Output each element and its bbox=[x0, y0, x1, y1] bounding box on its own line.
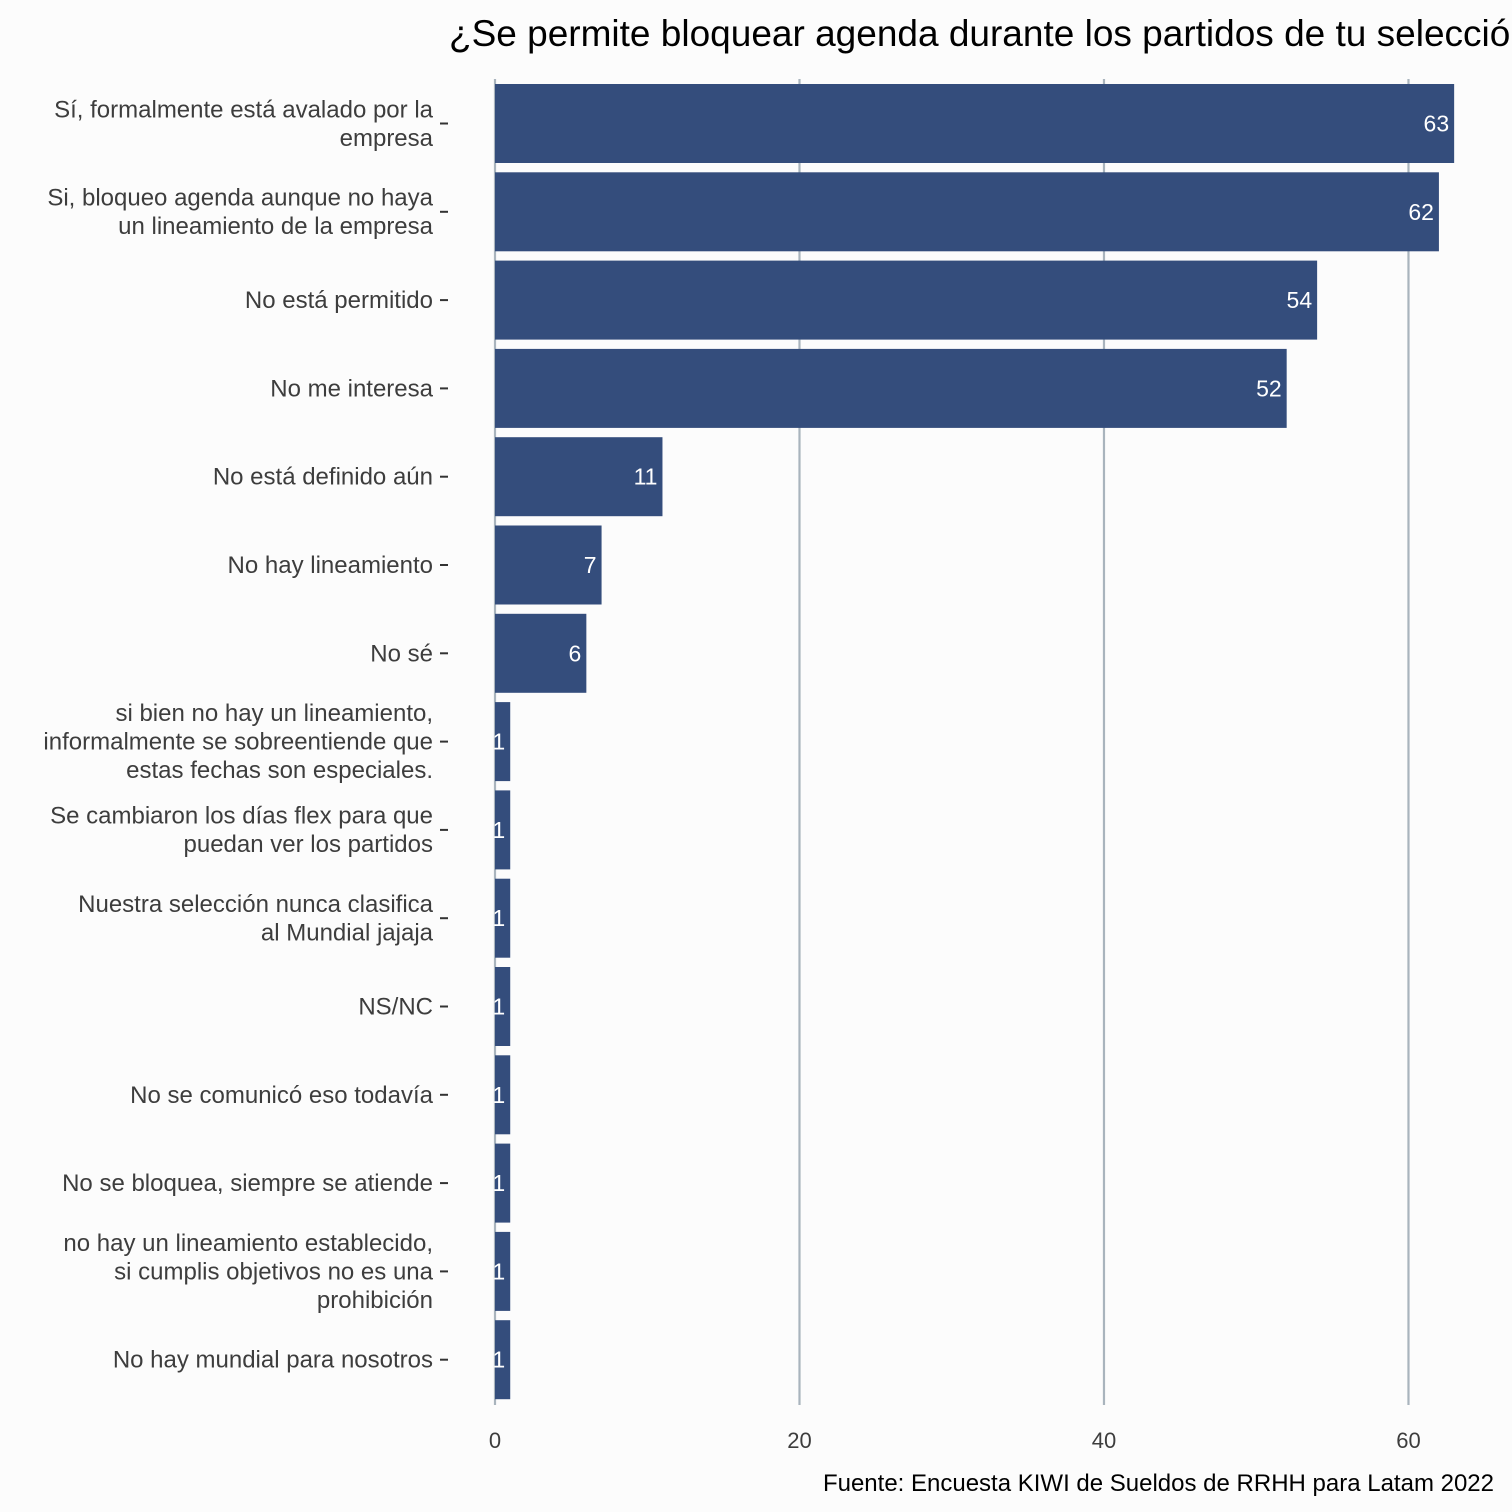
category-label-line: No hay lineamiento bbox=[228, 552, 433, 579]
category-label-line: No está permitido bbox=[245, 287, 433, 314]
data-label: 1 bbox=[492, 1347, 505, 1373]
chart-caption: Fuente: Encuesta KIWI de Sueldos de RRHH… bbox=[823, 1470, 1494, 1497]
data-label: 1 bbox=[492, 1082, 505, 1108]
bar bbox=[495, 1231, 511, 1311]
category-label-line: al Mundial jajaja bbox=[261, 919, 434, 946]
data-label: 1 bbox=[492, 905, 505, 931]
bar bbox=[495, 702, 511, 782]
x-tick-label: 20 bbox=[787, 1428, 811, 1453]
data-label: 63 bbox=[1424, 111, 1450, 137]
category-label-line: no hay un lineamiento establecido, bbox=[63, 1230, 433, 1257]
category-label-line: No me interesa bbox=[270, 375, 433, 402]
category-label: Nuestra selección nunca clasifica al Mund… bbox=[78, 891, 433, 947]
bar bbox=[495, 525, 602, 605]
category-label: NS/NC bbox=[358, 994, 433, 1021]
category-label-line: empresa bbox=[340, 125, 434, 152]
category-label-line: informalmente se sobreentiende que bbox=[43, 729, 433, 756]
bar bbox=[495, 967, 511, 1046]
category-label: si bien no hay un lineamiento, informalme… bbox=[43, 700, 433, 784]
category-label-line: No se bloquea, siempre se atiende bbox=[62, 1170, 433, 1197]
bar bbox=[495, 790, 511, 870]
bar bbox=[495, 1143, 511, 1223]
bar bbox=[495, 260, 1318, 340]
category-label: No me interesa bbox=[270, 375, 433, 402]
bar bbox=[495, 613, 587, 693]
category-label-line: si cumplis objetivos no es una bbox=[114, 1258, 433, 1285]
category-label-line: No se comunicó eso todavía bbox=[130, 1082, 433, 1109]
category-label-line: No hay mundial para nosotros bbox=[113, 1347, 433, 1374]
data-label: 11 bbox=[634, 464, 658, 490]
data-label: 52 bbox=[1256, 375, 1282, 401]
category-label-line: un lineamiento de la empresa bbox=[118, 213, 434, 240]
category-label-line: No está definido aún bbox=[213, 464, 433, 491]
x-tick-label: 0 bbox=[489, 1428, 501, 1453]
bar bbox=[495, 172, 1439, 252]
category-label: no hay un lineamiento establecido, si cum… bbox=[63, 1230, 433, 1314]
category-label: No hay lineamiento bbox=[228, 552, 433, 579]
category-label: No se bloquea, siempre se atiende bbox=[62, 1170, 433, 1197]
data-label: 1 bbox=[492, 729, 505, 755]
label-layer: 0 20 40 60 63 Sí, formalmente está avalado po… bbox=[43, 96, 1449, 1453]
category-label: No hay mundial para nosotros bbox=[113, 1347, 433, 1374]
x-tick-label: 60 bbox=[1396, 1428, 1420, 1453]
category-label-line: Se cambiaron los días flex para que bbox=[50, 803, 433, 830]
category-label-line: NS/NC bbox=[358, 994, 433, 1021]
data-label: 6 bbox=[569, 640, 582, 666]
category-label-line: puedan ver los partidos bbox=[184, 831, 434, 858]
category-label: No está definido aún bbox=[213, 464, 433, 491]
category-label: No se comunicó eso todavía bbox=[130, 1082, 433, 1109]
category-label-line: Si, bloqueo agenda aunque no haya bbox=[47, 185, 433, 212]
bar bbox=[495, 437, 663, 517]
category-label-line: si bien no hay un lineamiento, bbox=[115, 700, 433, 727]
category-label-line: Nuestra selección nunca clasifica bbox=[78, 891, 433, 918]
data-label: 54 bbox=[1287, 287, 1313, 313]
bar bbox=[495, 878, 511, 958]
category-label-line: estas fechas son especiales. bbox=[126, 757, 433, 784]
bar bbox=[495, 348, 1287, 428]
category-label: Si, bloqueo agenda aunque no haya un line… bbox=[47, 185, 433, 241]
category-label-line: Sí, formalmente está avalado por la bbox=[54, 96, 434, 123]
bar-layer bbox=[495, 84, 1455, 1400]
bar bbox=[495, 1055, 511, 1135]
x-tick-label: 40 bbox=[1092, 1428, 1116, 1453]
data-label: 1 bbox=[492, 817, 505, 843]
bar bbox=[495, 84, 1455, 163]
category-label-line: prohibición bbox=[317, 1287, 433, 1314]
data-label: 1 bbox=[492, 1170, 505, 1196]
category-label: No sé bbox=[370, 640, 433, 667]
chart-title: ¿Se permite bloquear agenda durante los … bbox=[449, 13, 1512, 54]
data-label: 1 bbox=[492, 994, 505, 1020]
data-label: 62 bbox=[1408, 199, 1434, 225]
category-label: Sí, formalmente está avalado por la empre… bbox=[54, 96, 434, 152]
category-label: No está permitido bbox=[245, 287, 433, 314]
bar bbox=[495, 1320, 511, 1400]
category-label: Se cambiaron los días flex para que pueda… bbox=[50, 803, 433, 859]
category-label-line: No sé bbox=[370, 640, 433, 667]
data-label: 7 bbox=[584, 552, 597, 578]
data-label: 1 bbox=[492, 1258, 505, 1284]
